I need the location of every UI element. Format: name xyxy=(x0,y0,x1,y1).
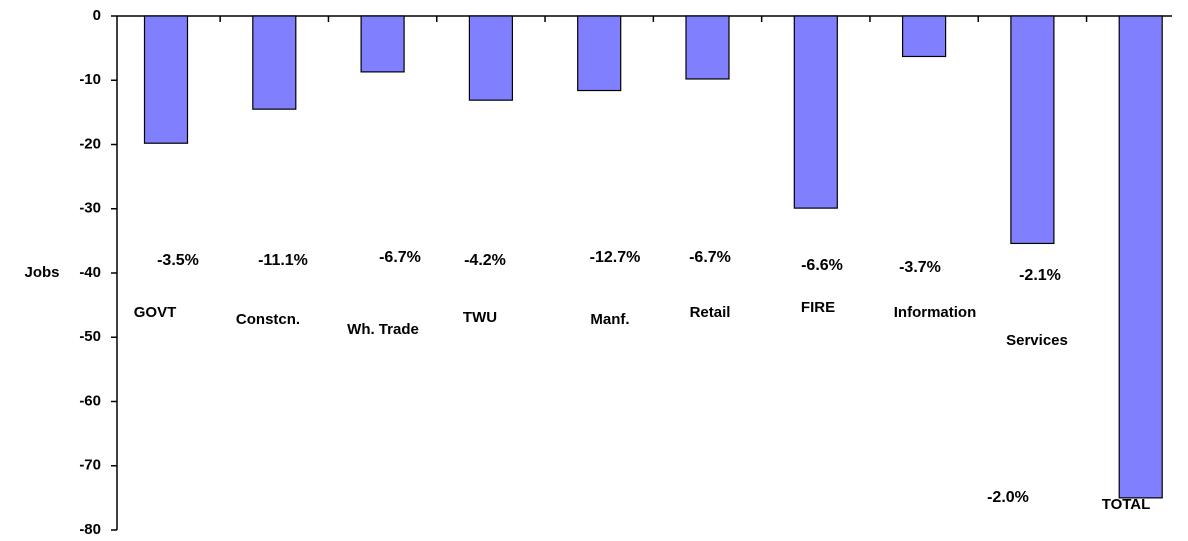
category-label: GOVT xyxy=(134,304,177,321)
bar xyxy=(685,15,730,80)
y-tick-label: -40 xyxy=(79,264,101,281)
percent-annotation: -4.2% xyxy=(464,252,506,269)
category-label: Services xyxy=(1006,332,1068,349)
category-label: FIRE xyxy=(801,299,835,316)
bar xyxy=(143,15,189,144)
bar xyxy=(793,15,838,209)
category-label: Information xyxy=(894,304,977,321)
percent-annotation: -6.7% xyxy=(379,249,421,266)
bar xyxy=(577,15,622,92)
y-tick-label: -10 xyxy=(79,71,101,88)
percent-annotation: -3.5% xyxy=(157,252,199,269)
category-label: TWU xyxy=(463,309,497,326)
category-label: Wh. Trade xyxy=(347,321,419,338)
y-tick-label: -30 xyxy=(79,200,101,217)
percent-annotation: -6.7% xyxy=(689,249,731,266)
percent-annotation: -12.7% xyxy=(590,249,641,266)
y-tick-label: -20 xyxy=(79,135,101,152)
y-tick-label: -70 xyxy=(79,457,101,474)
percent-annotation: -2.0% xyxy=(987,489,1029,506)
category-label: Retail xyxy=(690,304,731,321)
category-label: Constcn. xyxy=(236,311,300,328)
category-label: Manf. xyxy=(590,311,629,328)
percent-annotation: -11.1% xyxy=(258,252,308,269)
y-tick-label: -60 xyxy=(79,392,101,409)
y-tick-label: 0 xyxy=(93,7,101,24)
bar xyxy=(360,15,405,73)
bar xyxy=(1118,15,1163,499)
bar xyxy=(468,15,513,101)
bar xyxy=(901,15,947,58)
y-tick-label: -50 xyxy=(79,328,101,345)
y-tick-label: -80 xyxy=(79,521,101,538)
percent-annotation: -6.6% xyxy=(801,257,843,274)
percent-annotation: -2.1% xyxy=(1019,267,1061,284)
category-label: TOTAL xyxy=(1102,496,1151,513)
bar xyxy=(1010,15,1055,245)
bar xyxy=(252,15,297,110)
percent-annotation: -3.7% xyxy=(899,259,941,276)
y-axis-label: Jobs xyxy=(24,264,59,281)
